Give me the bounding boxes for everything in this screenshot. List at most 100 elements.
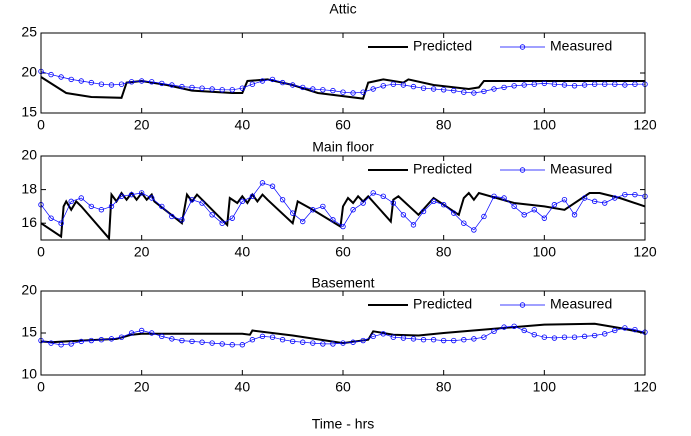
measured-point [340,89,346,95]
measured-point [511,203,517,210]
measured-point [219,87,225,93]
measured-point [179,337,185,344]
x-tick-label: 20 [134,117,150,133]
measured-point [430,198,437,205]
measured-point [622,82,628,88]
measured-point [591,332,598,339]
measured-point [279,337,286,343]
measured-point [481,88,487,95]
measured-point [128,79,135,85]
measured-point [571,212,578,218]
axes-box [40,32,646,114]
x-tick-label: 40 [235,117,251,133]
measured-point [269,334,276,340]
measured-point [289,338,296,345]
measured-point [149,330,155,336]
x-tick-label: 100 [533,117,557,133]
measured-point [551,335,558,341]
measured-point [219,220,225,226]
series-line [40,182,646,231]
measured-point [88,79,95,86]
measured-point [521,82,527,88]
measured-point [300,84,306,91]
measured-point [350,90,356,96]
measured-point [390,334,397,340]
measured-point [461,220,467,226]
measured-point [340,223,346,230]
measured-point [420,85,427,91]
legend-marker [519,302,526,308]
measured-point [310,86,316,92]
measured-point [581,195,588,201]
x-tick-label: 120 [633,244,657,260]
measured-point [410,222,417,228]
y-tick-label: 20 [21,64,37,80]
measured-point [68,341,74,347]
measured-point [199,339,205,345]
measured-point [159,203,165,210]
measured-point [571,83,578,89]
measured-point [108,82,115,88]
measured-point [622,191,628,198]
measured-point [279,196,286,203]
measured-point [380,331,386,337]
measured-point [612,327,618,334]
x-tick-label: 0 [37,244,45,260]
measured-point [340,340,346,346]
measured-point [229,342,235,348]
x-tick-label: 80 [436,244,452,260]
x-tick-label: 80 [436,379,452,395]
measured-point [541,80,548,87]
measured-point [58,74,64,80]
measured-point [511,83,517,89]
measured-point [249,193,256,200]
measured-point [138,78,145,84]
measured-point [350,207,356,213]
measured-point [149,195,155,201]
measured-point [451,210,457,216]
measured-point [481,213,487,220]
measured-point [48,215,54,221]
measured-point [239,198,246,205]
measured-point [360,337,366,344]
measured-point [420,208,427,215]
legend-marker [519,167,526,173]
measured-point [451,337,457,344]
measured-point [279,79,286,86]
measured-point [430,337,437,343]
measured-point [189,338,195,345]
y-tick-label: 20 [21,147,37,163]
measured-point [612,195,618,201]
measured-point [491,86,497,92]
measured-point [128,191,135,198]
measured-point [78,78,84,84]
measured-point [219,341,225,347]
measured-point [581,82,588,88]
measured-point [491,193,497,200]
measured-point [159,80,165,87]
measured-point [330,217,336,223]
measured-point [390,81,397,87]
measured-point [501,195,507,201]
measured-point [189,84,195,91]
measured-point [531,207,537,213]
measured-point [561,334,568,340]
measured-point [118,334,125,340]
axes-box [40,290,646,376]
measured-point [300,339,306,345]
measured-point [78,338,84,345]
x-tick-label: 0 [37,117,45,133]
measured-point [209,340,215,346]
measured-point [551,81,558,87]
measured-point [632,81,638,87]
legend-label: Predicted [413,38,472,54]
measured-point [169,336,175,342]
y-tick-label: 10 [21,366,37,382]
measured-point [612,81,618,87]
measured-point [360,89,366,95]
measured-point [269,76,276,83]
measured-point [561,82,568,88]
measured-point [632,326,638,333]
y-tick-label: 20 [21,282,37,298]
measured-point [440,202,447,208]
